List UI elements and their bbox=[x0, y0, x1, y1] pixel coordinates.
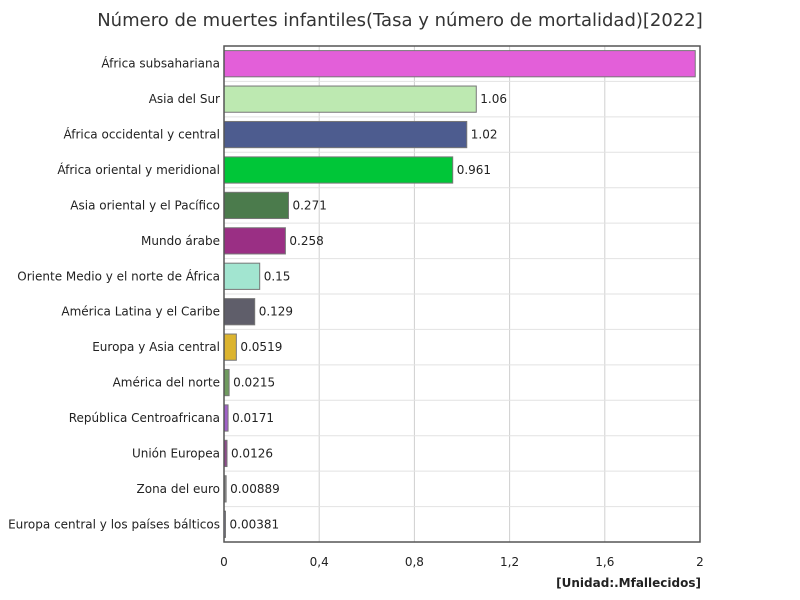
bar bbox=[223, 368, 230, 397]
category-label: República Centroafricana bbox=[69, 411, 220, 425]
data-label: 0.0171 bbox=[232, 411, 274, 425]
bar bbox=[223, 156, 454, 184]
data-label: 1.06 bbox=[480, 92, 507, 106]
data-label: 0.0519 bbox=[240, 340, 282, 354]
bar bbox=[223, 333, 237, 361]
data-label: 0.0126 bbox=[231, 446, 273, 460]
data-label: 1.02 bbox=[471, 128, 498, 142]
data-label: 0.00889 bbox=[230, 482, 280, 496]
data-label: 0.0215 bbox=[233, 376, 275, 390]
data-label: 0.271 bbox=[292, 198, 326, 212]
bar bbox=[223, 50, 696, 78]
category-label: Europa y Asia central bbox=[92, 340, 220, 354]
bar bbox=[223, 298, 256, 326]
data-label: 0.258 bbox=[289, 234, 323, 248]
category-label: África subsahariana bbox=[101, 56, 220, 71]
unit-label: [Unidad:.Mfallecidos] bbox=[556, 576, 701, 590]
bar bbox=[223, 85, 477, 113]
category-label: Mundo árabe bbox=[141, 234, 220, 248]
plot-frame bbox=[223, 45, 701, 543]
category-label: Unión Europea bbox=[132, 446, 220, 460]
bar bbox=[223, 120, 468, 149]
x-tick-label: 0,8 bbox=[405, 555, 424, 569]
data-label: 0.129 bbox=[259, 305, 293, 319]
x-tick-label: 2 bbox=[696, 555, 704, 569]
bar bbox=[223, 191, 289, 220]
data-label: 0.00381 bbox=[230, 517, 280, 531]
data-label: 0.15 bbox=[264, 269, 291, 283]
bar bbox=[223, 262, 261, 290]
category-label: Europa central y los países bálticos bbox=[8, 517, 220, 531]
bar bbox=[223, 227, 286, 255]
x-tick-label: 0 bbox=[220, 555, 228, 569]
category-label: Oriente Medio y el norte de África bbox=[17, 268, 220, 283]
category-label: Asia del Sur bbox=[149, 92, 220, 106]
category-label: América Latina y el Caribe bbox=[61, 305, 220, 319]
x-tick-label: 0,4 bbox=[310, 555, 329, 569]
x-tick-label: 1,6 bbox=[595, 555, 614, 569]
x-tick-label: 1,2 bbox=[500, 555, 519, 569]
data-label: 0.961 bbox=[457, 163, 491, 177]
category-label: Zona del euro bbox=[137, 482, 220, 496]
chart-title: Número de muertes infantiles(Tasa y núme… bbox=[97, 10, 703, 31]
category-label: América del norte bbox=[113, 376, 220, 390]
category-label: África oriental y meridional bbox=[57, 162, 220, 177]
category-label: Asia oriental y el Pacífico bbox=[70, 198, 220, 212]
category-label: África occidental y central bbox=[63, 127, 220, 142]
